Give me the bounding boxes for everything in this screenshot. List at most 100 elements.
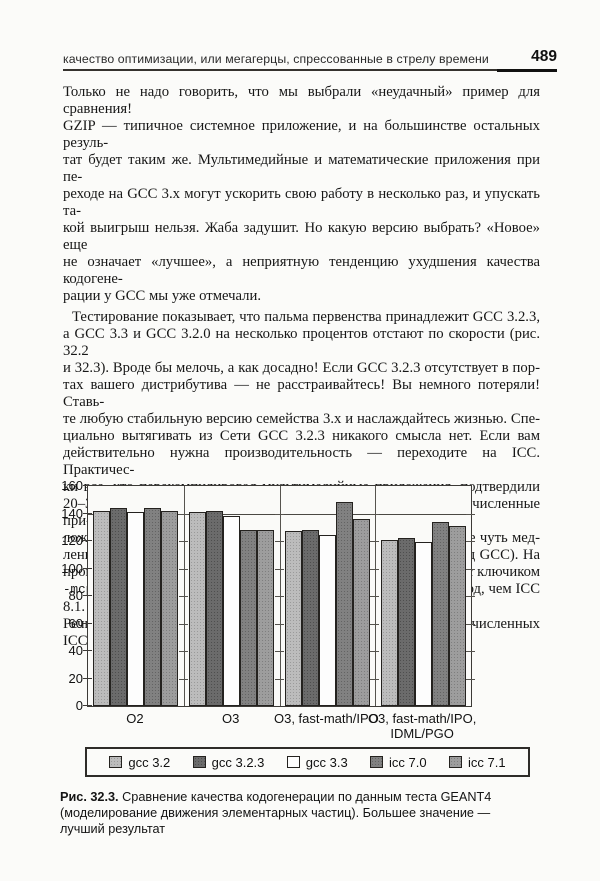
x-axis-category-label: O3, fast-math/IPO, IDML/PGO xyxy=(367,711,477,741)
text-segment: GZIP — типичное системное приложение, и … xyxy=(63,118,540,151)
bar-icc-7-0 xyxy=(335,502,353,706)
bar-gcc-3-3 xyxy=(127,512,145,706)
chart-legend: gcc 3.2 gcc 3.2.3 gcc 3.3 icc 7.0 icc 7.1 xyxy=(85,747,530,777)
bar-group xyxy=(88,486,184,706)
x-axis-category-label: O3 xyxy=(221,711,240,726)
y-axis-tick-label: 60 xyxy=(68,615,83,631)
text-line: те любую стабильную версию семейства 3.x… xyxy=(63,411,540,428)
bar-gcc-3-2-3 xyxy=(397,538,415,706)
legend-label: gcc 3.3 xyxy=(305,754,348,770)
bar-icc-7-1 xyxy=(161,511,179,706)
legend-swatch xyxy=(448,756,462,768)
separator-tick xyxy=(466,514,475,515)
separator-tick xyxy=(466,541,475,542)
bar-gcc-3-2 xyxy=(93,511,111,706)
separator-tick xyxy=(179,541,188,542)
separator-tick xyxy=(179,569,188,570)
text-segment: Только не надо говорить, что мы выбрали … xyxy=(63,84,540,117)
legend-swatch xyxy=(286,756,300,768)
y-axis-tick xyxy=(83,650,92,651)
separator-tick xyxy=(370,679,379,680)
legend-item: icc 7.1 xyxy=(448,754,506,770)
text-segment: те любую стабильную версию семейства 3.x… xyxy=(63,411,540,427)
x-axis-category-label: O2 xyxy=(126,711,144,726)
bar-gcc-3-3 xyxy=(318,535,336,706)
text-line: рации у GCC мы уже отмечали. xyxy=(63,288,540,305)
bar-gcc-3-2-3 xyxy=(301,530,319,706)
bar-group xyxy=(280,486,376,706)
text-segment: рации у GCC мы уже отмечали. xyxy=(63,288,262,304)
legend-label: icc 7.0 xyxy=(389,754,427,770)
x-axis-category-label: O3, fast-math/IPO xyxy=(273,711,379,726)
page-number-rule xyxy=(497,69,557,72)
separator-tick xyxy=(275,651,284,652)
text-line: действительно нужна производительность —… xyxy=(63,445,540,479)
separator-tick xyxy=(179,679,188,680)
text-segment: действительно нужна производительность —… xyxy=(63,445,540,478)
separator-tick xyxy=(275,596,284,597)
text-line: Тестирование показывает, что пальма перв… xyxy=(63,309,540,326)
y-axis-tick xyxy=(83,512,92,514)
separator-tick xyxy=(275,514,284,515)
bar-gcc-3-2-3 xyxy=(110,508,128,706)
text-line: не означает «лучшее», а неприятную тенде… xyxy=(63,254,540,288)
separator-tick xyxy=(275,569,284,570)
separator-tick xyxy=(179,596,188,597)
separator-tick xyxy=(370,651,379,652)
bar-group xyxy=(184,486,280,706)
text-line: тат будет таким же. Мультимедийные и мат… xyxy=(63,152,540,186)
separator-tick xyxy=(370,514,379,515)
legend-item: gcc 3.2.3 xyxy=(192,755,264,770)
running-head: качество оптимизации, или мегагерцы, спр… xyxy=(63,52,489,66)
text-segment: Тестирование показывает, что пальма перв… xyxy=(72,309,540,325)
y-axis-tick-label: 20 xyxy=(68,670,83,686)
bar-gcc-3-3 xyxy=(414,542,432,706)
bar-icc-7-0 xyxy=(240,530,258,706)
bar-gcc-3-2 xyxy=(380,540,398,706)
y-axis-tick-label: 120 xyxy=(61,533,83,548)
text-line: реходе на GCC 3.x могут ускорить свою ра… xyxy=(63,186,540,220)
legend-item: gcc 3.3 xyxy=(286,754,348,770)
text-line: GZIP — типичное системное приложение, и … xyxy=(63,118,540,152)
y-axis-tick-label: 40 xyxy=(68,643,83,658)
text-line: тах вашего дистрибутива — не расстраивай… xyxy=(63,377,540,411)
separator-tick xyxy=(179,624,188,625)
bar-gcc-3-2 xyxy=(189,512,207,706)
y-axis-tick-label: 0 xyxy=(75,698,83,713)
bar-icc-7-1 xyxy=(448,526,466,706)
chart-plot-area xyxy=(87,485,475,707)
y-axis-tick xyxy=(83,540,92,541)
bar-group xyxy=(375,486,471,706)
paragraph: Только не надо говорить, что мы выбрали … xyxy=(63,84,540,305)
separator-tick xyxy=(179,651,188,652)
bar-chart: gcc 3.2 gcc 3.2.3 gcc 3.3 icc 7.0 icc 7.1 0 2… xyxy=(57,477,543,787)
bar-gcc-3-2-3 xyxy=(206,511,224,706)
bar-icc-7-0 xyxy=(144,508,162,706)
y-axis-tick xyxy=(83,705,92,706)
separator-tick xyxy=(466,569,475,570)
bar-icc-7-1 xyxy=(257,530,275,706)
bar-icc-7-0 xyxy=(431,522,449,706)
text-segment: и 32.3). Вроде бы мелочь, а как досадно!… xyxy=(63,360,540,376)
legend-label: gcc 3.2 xyxy=(128,754,171,770)
page-number: 489 xyxy=(531,48,557,65)
figure-caption: Рис. 32.3. Сравнение качества кодогенера… xyxy=(60,789,534,837)
legend-item: gcc 3.2 xyxy=(109,755,170,770)
separator-tick xyxy=(179,514,188,515)
text-line: циально вытягивать из Сети GCC 3.2.3 ник… xyxy=(63,428,540,445)
text-line: а GCC 3.3 и GCC 3.2.0 на несколько проце… xyxy=(63,326,540,360)
separator-tick xyxy=(275,624,284,625)
y-axis-tick-label: 100 xyxy=(61,560,83,576)
text-line: Только не надо говорить, что мы выбрали … xyxy=(63,84,540,118)
y-axis-tick xyxy=(83,622,92,624)
legend-swatch xyxy=(192,756,206,768)
figure-caption-text: Сравнение качества кодогенерации по данн… xyxy=(60,790,492,836)
page-header: качество оптимизации, или мегагерцы, спр… xyxy=(63,47,557,72)
text-segment: тах вашего дистрибутива — не расстраивай… xyxy=(63,377,540,410)
legend-label: icc 7.1 xyxy=(467,754,506,770)
figure-caption-label: Рис. 32.3. xyxy=(60,790,119,804)
text-line: кой выигрыш нельзя. Жаба задушит. Но как… xyxy=(63,220,540,254)
legend-swatch xyxy=(370,756,384,768)
separator-tick xyxy=(466,679,475,680)
